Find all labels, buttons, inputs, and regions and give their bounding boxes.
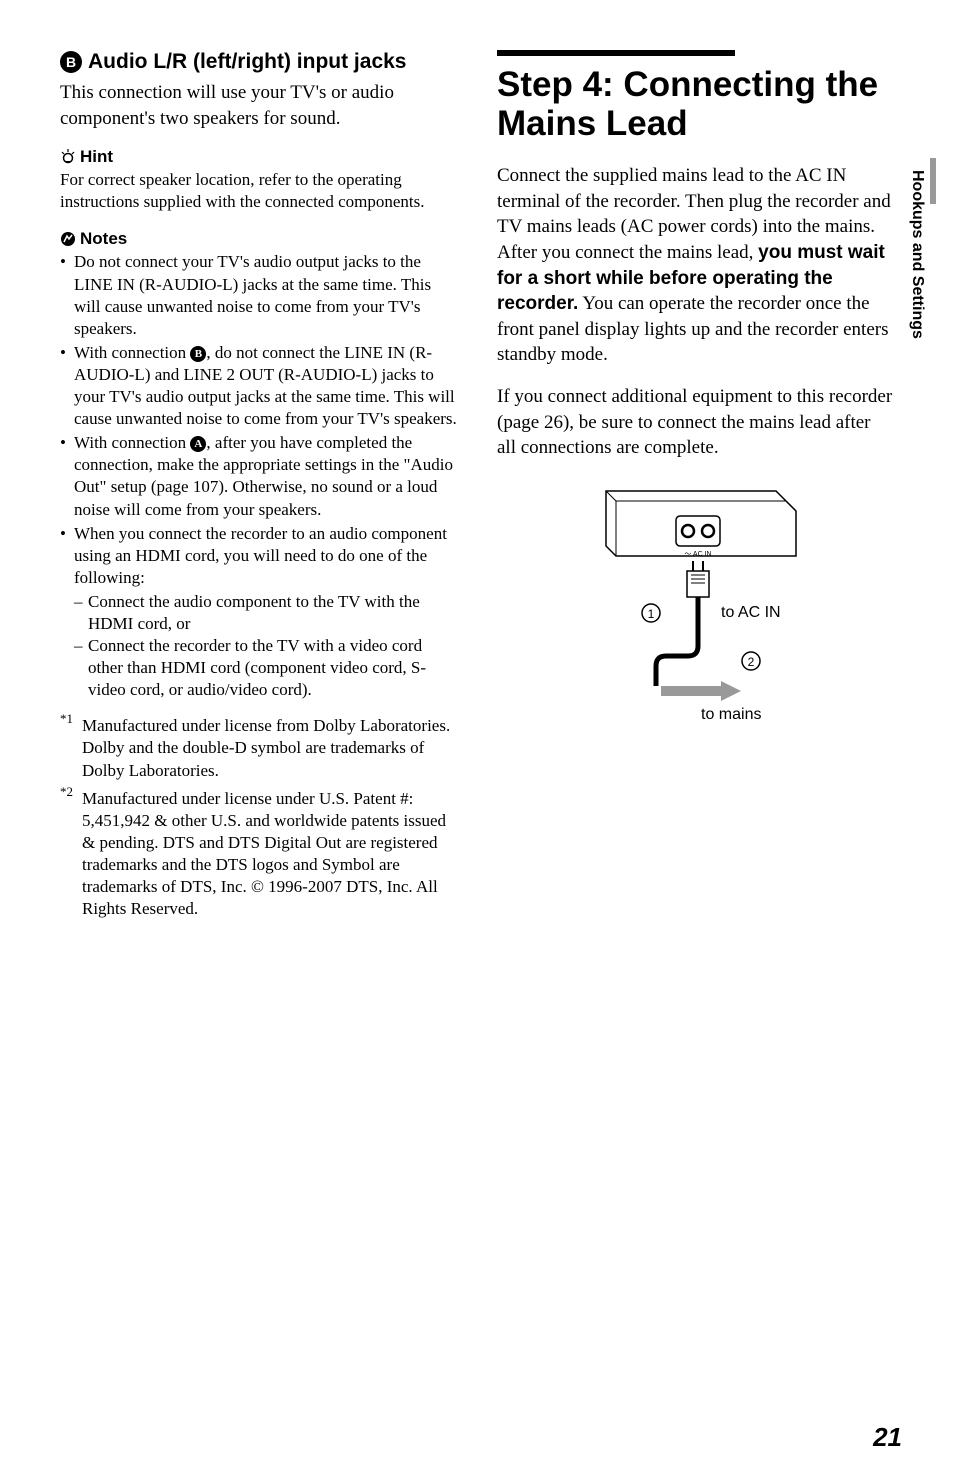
notes-icon xyxy=(60,231,76,247)
footnote-2: *2 Manufactured under license under U.S.… xyxy=(60,788,457,921)
heading-rule xyxy=(497,50,735,56)
diagram-acin-label: to AC IN xyxy=(721,604,781,621)
circled-letter-a-icon: A xyxy=(190,436,206,452)
note-item: With connection A, after you have comple… xyxy=(60,432,457,520)
main-heading: Step 4: Connecting the Mains Lead xyxy=(497,66,894,143)
sub-note-item: Connect the audio component to the TV wi… xyxy=(74,591,457,635)
footnote-text: Manufactured under license from Dolby La… xyxy=(82,716,450,779)
hint-icon xyxy=(60,149,76,165)
sub-note-item: Connect the recorder to the TV with a vi… xyxy=(74,635,457,701)
svg-text:2: 2 xyxy=(747,655,754,669)
step4-paragraph-2: If you connect additional equipment to t… xyxy=(497,384,894,461)
notes-label-text: Notes xyxy=(80,229,127,249)
notes-label: Notes xyxy=(60,229,457,249)
right-column: Step 4: Connecting the Mains Lead Connec… xyxy=(497,50,894,926)
note-item: With connection B, do not connect the LI… xyxy=(60,342,457,430)
footnote-marker: *2 xyxy=(60,784,73,801)
note-item: When you connect the recorder to an audi… xyxy=(60,523,457,702)
mains-lead-diagram: ～ AC IN 1 to AC IN 2 xyxy=(497,481,894,741)
side-tab-mark xyxy=(930,158,936,204)
circled-letter-b-icon: B xyxy=(190,346,206,362)
footnote-1: *1 Manufactured under license from Dolby… xyxy=(60,715,457,781)
page-number: 21 xyxy=(873,1422,902,1453)
note-item: Do not connect your TV's audio output ja… xyxy=(60,251,457,339)
svg-text:～ AC IN: ～ AC IN xyxy=(684,551,711,558)
circled-letter-b-icon: B xyxy=(60,51,82,73)
note-item-text: When you connect the recorder to an audi… xyxy=(74,524,447,587)
main-heading-block: Step 4: Connecting the Mains Lead xyxy=(497,50,894,143)
notes-list: Do not connect your TV's audio output ja… xyxy=(60,251,457,701)
footnotes: *1 Manufactured under license from Dolby… xyxy=(60,715,457,920)
intro-paragraph: This connection will use your TV's or au… xyxy=(60,80,457,131)
diagram-mains-label: to mains xyxy=(701,706,761,723)
footnote-marker: *1 xyxy=(60,711,73,728)
svg-text:1: 1 xyxy=(647,607,654,621)
subsection-heading: B Audio L/R (left/right) input jacks xyxy=(60,50,457,74)
sub-note-list: Connect the audio component to the TV wi… xyxy=(74,591,457,701)
left-column: B Audio L/R (left/right) input jacks Thi… xyxy=(60,50,457,926)
subsection-heading-text: Audio L/R (left/right) input jacks xyxy=(88,50,407,74)
hint-label-text: Hint xyxy=(80,147,113,167)
footnote-text: Manufactured under license under U.S. Pa… xyxy=(82,789,446,918)
hint-label: Hint xyxy=(60,147,457,167)
hint-paragraph: For correct speaker location, refer to t… xyxy=(60,169,457,213)
side-tab-label: Hookups and Settings xyxy=(908,170,926,339)
step4-paragraph-1: Connect the supplied mains lead to the A… xyxy=(497,163,894,368)
